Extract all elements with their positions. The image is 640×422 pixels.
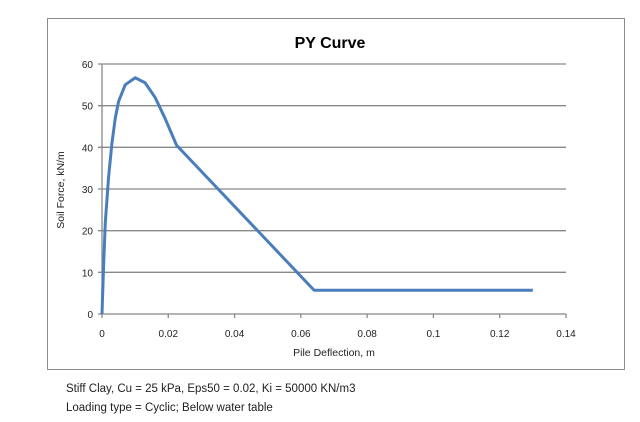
py-curve-line <box>100 76 533 315</box>
y-tick-label: 30 <box>82 185 94 196</box>
x-tick-label: 0.14 <box>556 329 576 340</box>
y-axis-label: Soil Force, kN/m <box>55 151 67 229</box>
chart-title: PY Curve <box>295 35 366 52</box>
x-tick-label: 0.02 <box>159 329 179 340</box>
y-tick-label: 20 <box>82 227 94 238</box>
x-tick-label: 0.04 <box>225 329 245 340</box>
y-tick-label: 0 <box>87 310 93 321</box>
x-tick-label: 0.06 <box>291 329 311 340</box>
chart-area <box>47 18 625 370</box>
x-tick-label: 0 <box>99 329 105 340</box>
y-tick-label: 10 <box>82 268 94 279</box>
soil-parameters-note: Stiff Clay, Cu = 25 kPa, Eps50 = 0.02, K… <box>66 383 356 395</box>
y-tick-label: 40 <box>82 143 94 154</box>
x-tick-label: 0.1 <box>426 329 440 340</box>
x-tick-label: 0.12 <box>490 329 510 340</box>
x-axis-label: Pile Deflection, m <box>293 347 375 359</box>
loading-type-note: Loading type = Cyclic; Below water table <box>66 402 273 414</box>
x-tick-label: 0.08 <box>357 329 377 340</box>
y-tick-label: 60 <box>82 60 94 71</box>
y-tick-label: 50 <box>82 102 94 113</box>
